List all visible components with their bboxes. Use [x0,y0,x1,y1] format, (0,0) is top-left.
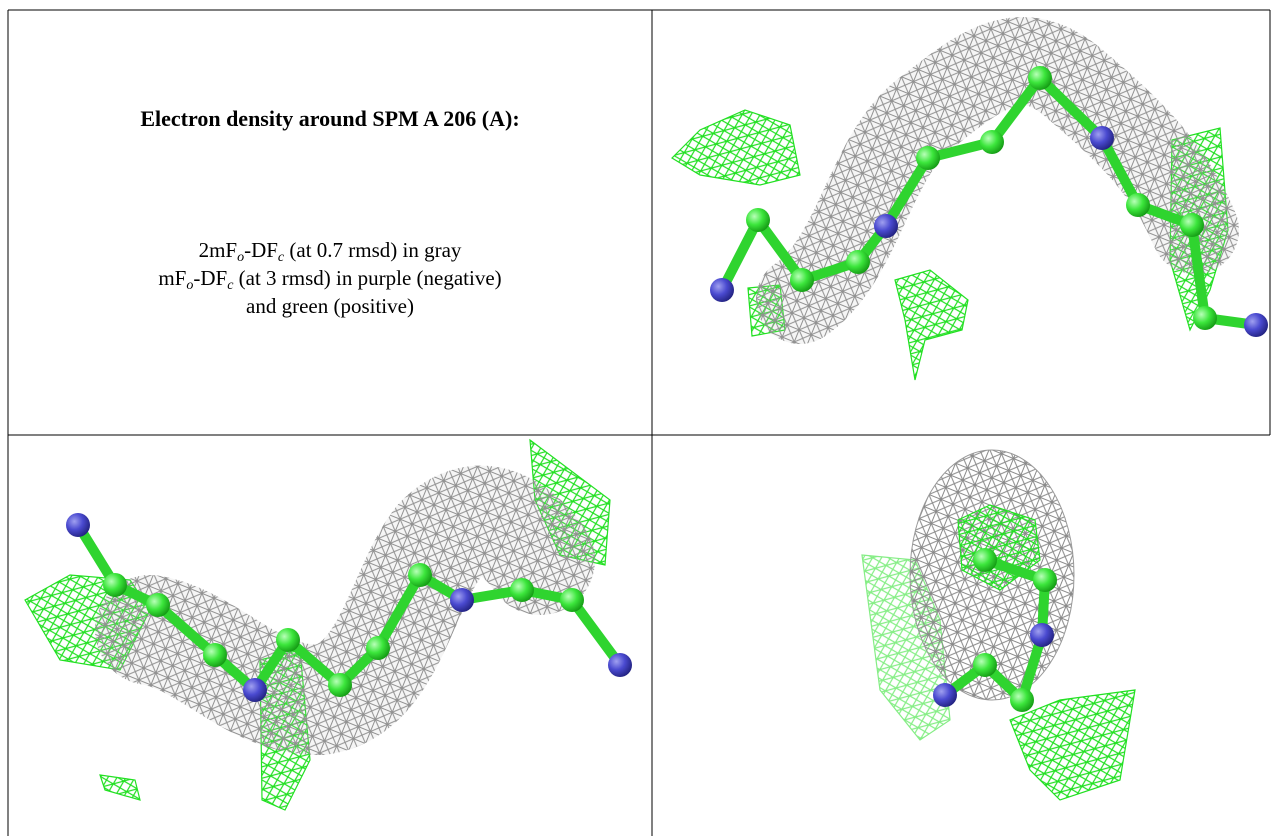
carbon-atom [276,628,300,652]
text: -DF [193,266,228,290]
nitrogen-atom [1090,126,1114,150]
carbon-atom [790,268,814,292]
carbon-atom [1033,568,1057,592]
carbon-atom [973,548,997,572]
nitrogen-atom [1244,313,1268,337]
caption-title: Electron density around SPM A 206 (A): [140,106,520,131]
text: (at 3 rmsd) in purple (negative) [233,266,502,290]
carbon-atom [146,593,170,617]
nitrogen-atom [243,678,267,702]
carbon-atom [1180,213,1204,237]
carbon-atom [510,578,534,602]
positive-density [1009,689,1136,801]
legend-line: and green (positive) [246,294,414,318]
positive-density [671,109,801,186]
nitrogen-atom [450,588,474,612]
carbon-atom [328,673,352,697]
caption-legend: 2mFo-DFc (at 0.7 rmsd) in gray mFo-DFc (… [8,236,652,320]
carbon-atom [103,573,127,597]
legend-line: 2mFo-DFc (at 0.7 rmsd) in gray [8,236,652,265]
carbon-atom [366,636,390,660]
legend-line: mFo-DFc (at 3 rmsd) in purple (negative) [8,264,652,293]
positive-density [99,774,141,801]
density-mesh [756,17,1239,344]
carbon-atom [746,208,770,232]
carbon-atom [1126,193,1150,217]
text: 2mF [198,238,238,262]
subscript: c [227,278,234,293]
nitrogen-atom [874,214,898,238]
text: mF [158,266,187,290]
subscript: o [237,250,245,265]
subscript: o [186,278,194,293]
carbon-atom [408,563,432,587]
nitrogen-atom [933,683,957,707]
subscript: c [277,250,285,265]
caption-cell: Electron density around SPM A 206 (A): 2… [8,10,652,435]
carbon-atom [1028,66,1052,90]
carbon-atom [1193,306,1217,330]
nitrogen-atom [608,653,632,677]
nitrogen-atom [710,278,734,302]
carbon-atom [1010,688,1034,712]
text: -DF [244,238,278,262]
carbon-atom [846,250,870,274]
carbon-atom [916,146,940,170]
carbon-atom [560,588,584,612]
nitrogen-atom [1030,623,1054,647]
carbon-atom [973,653,997,677]
carbon-atom [203,643,227,667]
density-mesh-edge [95,465,595,755]
text: (at 0.7 rmsd) in gray [284,238,462,262]
structure-images [24,17,1268,811]
density-mesh-edge [756,17,1239,344]
positive-density [894,269,969,381]
carbon-atom [980,130,1004,154]
nitrogen-atom [66,513,90,537]
